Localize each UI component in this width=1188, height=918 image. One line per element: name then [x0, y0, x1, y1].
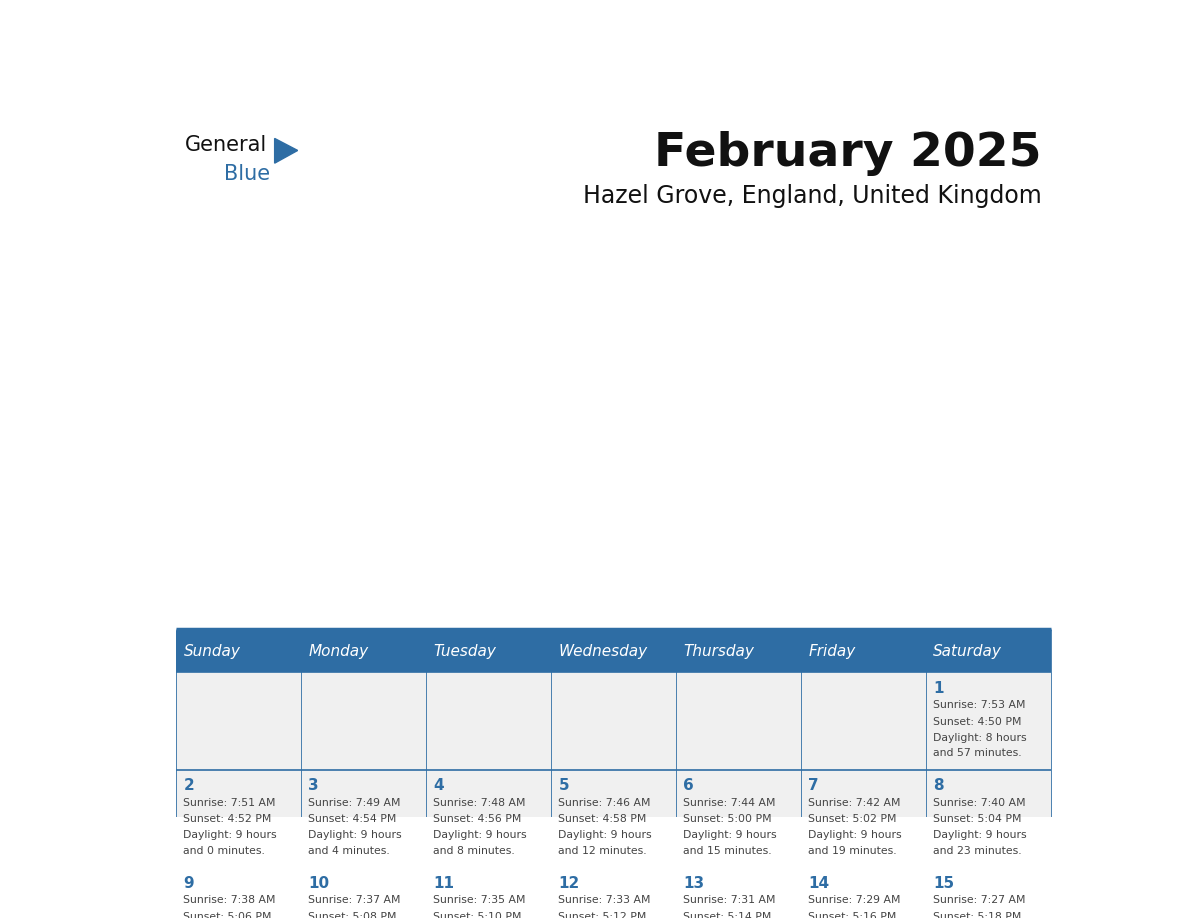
Text: and 0 minutes.: and 0 minutes. [183, 846, 265, 856]
Text: and 12 minutes.: and 12 minutes. [558, 846, 647, 856]
Text: Sunset: 5:00 PM: Sunset: 5:00 PM [683, 814, 772, 824]
Text: 10: 10 [309, 876, 329, 890]
Text: Thursday: Thursday [683, 644, 754, 659]
Text: 13: 13 [683, 876, 704, 890]
Text: Hazel Grove, England, United Kingdom: Hazel Grove, England, United Kingdom [583, 185, 1042, 208]
Text: 9: 9 [183, 876, 194, 890]
Text: Sunrise: 7:37 AM: Sunrise: 7:37 AM [309, 895, 400, 905]
Text: Sunset: 4:50 PM: Sunset: 4:50 PM [934, 717, 1022, 727]
Text: Sunset: 5:12 PM: Sunset: 5:12 PM [558, 912, 646, 918]
Text: 14: 14 [808, 876, 829, 890]
Text: 5: 5 [558, 778, 569, 793]
Text: Blue: Blue [225, 164, 270, 184]
Text: Saturday: Saturday [934, 644, 1001, 659]
Text: and 57 minutes.: and 57 minutes. [934, 748, 1022, 758]
FancyBboxPatch shape [176, 631, 1051, 672]
FancyBboxPatch shape [176, 672, 1051, 769]
Text: Sunrise: 7:42 AM: Sunrise: 7:42 AM [808, 798, 901, 808]
Text: Sunset: 5:16 PM: Sunset: 5:16 PM [808, 912, 897, 918]
Text: General: General [185, 135, 267, 155]
Text: 4: 4 [434, 778, 444, 793]
Text: Sunset: 5:04 PM: Sunset: 5:04 PM [934, 814, 1022, 824]
Text: Daylight: 9 hours: Daylight: 9 hours [309, 831, 402, 841]
Text: Sunset: 5:02 PM: Sunset: 5:02 PM [808, 814, 897, 824]
Text: Daylight: 8 hours: Daylight: 8 hours [934, 733, 1026, 743]
Text: Sunset: 5:08 PM: Sunset: 5:08 PM [309, 912, 397, 918]
Text: Sunset: 4:56 PM: Sunset: 4:56 PM [434, 814, 522, 824]
Text: and 4 minutes.: and 4 minutes. [309, 846, 390, 856]
Text: Daylight: 9 hours: Daylight: 9 hours [434, 831, 527, 841]
Text: Sunrise: 7:27 AM: Sunrise: 7:27 AM [934, 895, 1025, 905]
Text: 6: 6 [683, 778, 694, 793]
Text: Sunrise: 7:49 AM: Sunrise: 7:49 AM [309, 798, 400, 808]
Text: Sunset: 5:18 PM: Sunset: 5:18 PM [934, 912, 1022, 918]
Text: 8: 8 [934, 778, 943, 793]
Polygon shape [274, 139, 298, 163]
Text: Sunrise: 7:31 AM: Sunrise: 7:31 AM [683, 895, 776, 905]
Text: Sunrise: 7:35 AM: Sunrise: 7:35 AM [434, 895, 526, 905]
Text: Sunrise: 7:51 AM: Sunrise: 7:51 AM [183, 798, 276, 808]
Text: Sunrise: 7:48 AM: Sunrise: 7:48 AM [434, 798, 526, 808]
Text: Sunset: 5:06 PM: Sunset: 5:06 PM [183, 912, 272, 918]
Text: 3: 3 [309, 778, 320, 793]
Text: Sunset: 5:14 PM: Sunset: 5:14 PM [683, 912, 772, 918]
Text: Sunset: 4:58 PM: Sunset: 4:58 PM [558, 814, 646, 824]
Text: Sunrise: 7:40 AM: Sunrise: 7:40 AM [934, 798, 1025, 808]
Text: and 19 minutes.: and 19 minutes. [808, 846, 897, 856]
Text: 1: 1 [934, 680, 943, 696]
FancyBboxPatch shape [176, 868, 1051, 918]
Text: 2: 2 [183, 778, 194, 793]
Text: Daylight: 9 hours: Daylight: 9 hours [934, 831, 1026, 841]
FancyBboxPatch shape [176, 769, 1051, 868]
Text: Friday: Friday [808, 644, 855, 659]
Text: Sunrise: 7:33 AM: Sunrise: 7:33 AM [558, 895, 651, 905]
Text: 11: 11 [434, 876, 454, 890]
Text: Sunrise: 7:53 AM: Sunrise: 7:53 AM [934, 700, 1025, 711]
Text: Sunrise: 7:44 AM: Sunrise: 7:44 AM [683, 798, 776, 808]
Text: 12: 12 [558, 876, 580, 890]
Text: Sunrise: 7:29 AM: Sunrise: 7:29 AM [808, 895, 901, 905]
Text: Sunday: Sunday [183, 644, 240, 659]
Text: Sunset: 4:52 PM: Sunset: 4:52 PM [183, 814, 272, 824]
Text: Daylight: 9 hours: Daylight: 9 hours [183, 831, 277, 841]
Text: 15: 15 [934, 876, 954, 890]
Text: February 2025: February 2025 [655, 131, 1042, 176]
Text: Daylight: 9 hours: Daylight: 9 hours [558, 831, 652, 841]
Text: 7: 7 [808, 778, 819, 793]
Text: Wednesday: Wednesday [558, 644, 647, 659]
Text: Sunrise: 7:38 AM: Sunrise: 7:38 AM [183, 895, 276, 905]
Text: and 23 minutes.: and 23 minutes. [934, 846, 1022, 856]
Text: Daylight: 9 hours: Daylight: 9 hours [808, 831, 902, 841]
Text: and 15 minutes.: and 15 minutes. [683, 846, 772, 856]
Text: Tuesday: Tuesday [434, 644, 497, 659]
Text: Sunset: 5:10 PM: Sunset: 5:10 PM [434, 912, 522, 918]
Text: and 8 minutes.: and 8 minutes. [434, 846, 516, 856]
Text: Sunset: 4:54 PM: Sunset: 4:54 PM [309, 814, 397, 824]
Text: Daylight: 9 hours: Daylight: 9 hours [683, 831, 777, 841]
Text: Monday: Monday [309, 644, 368, 659]
Text: Sunrise: 7:46 AM: Sunrise: 7:46 AM [558, 798, 651, 808]
